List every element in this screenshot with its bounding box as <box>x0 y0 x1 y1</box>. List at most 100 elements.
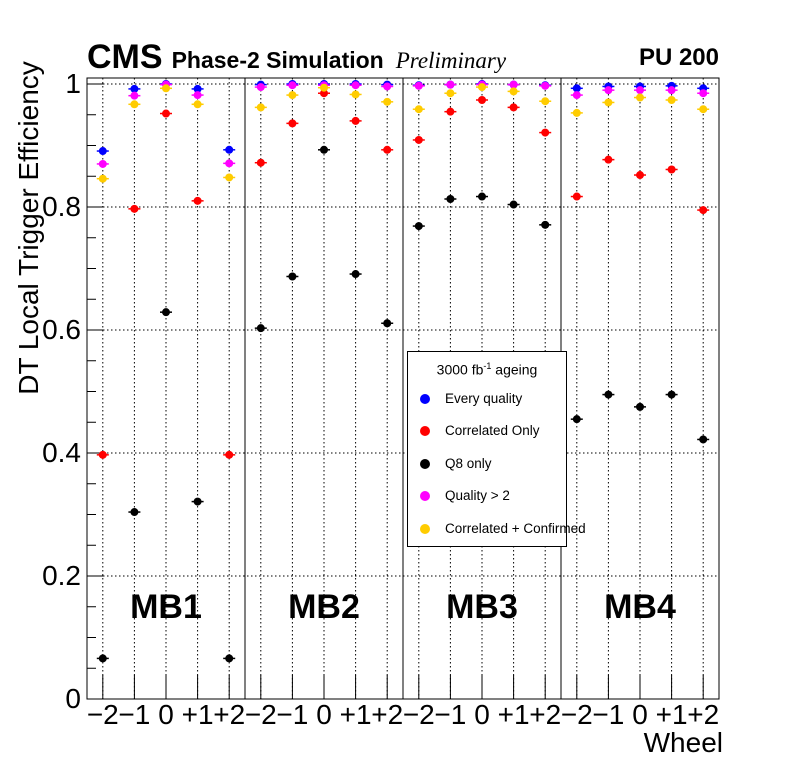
legend-entry: Correlated + Confirmed <box>408 521 586 537</box>
data-point <box>288 81 297 90</box>
legend-marker-icon <box>420 491 430 502</box>
x-tick-label: +2 <box>529 699 562 730</box>
x-tick-label: 0 <box>474 699 490 730</box>
data-point <box>256 158 265 167</box>
legend-entry: Correlated Only <box>408 423 566 439</box>
legend-entry-label: Correlated + Confirmed <box>445 520 586 536</box>
legend-entry-label: Q8 only <box>445 455 492 471</box>
data-point <box>572 91 581 100</box>
data-point <box>414 105 423 114</box>
y-tick-label: 0.8 <box>42 191 81 222</box>
legend-entry-label: Quality > 2 <box>445 488 510 504</box>
data-point <box>383 319 392 328</box>
legend-title-text: 3000 fb <box>436 361 484 378</box>
data-point <box>130 91 139 100</box>
data-point <box>162 84 170 93</box>
data-point <box>288 91 297 100</box>
legend-entry-label: Correlated Only <box>445 423 540 439</box>
x-tick-label: −1 <box>118 699 151 730</box>
legend-title: 3000 fb-1 ageing <box>408 361 566 378</box>
data-point <box>446 80 455 89</box>
x-tick-label: +1 <box>497 699 530 730</box>
data-point <box>636 93 644 102</box>
x-tick-label: +2 <box>687 699 720 730</box>
legend-entry: Every quality <box>408 391 566 407</box>
data-point <box>383 145 392 154</box>
x-tick-label: 0 <box>632 699 648 730</box>
data-point <box>98 159 107 168</box>
data-point <box>130 508 139 517</box>
data-point <box>699 105 708 114</box>
cms-label: CMS <box>87 38 163 76</box>
data-point <box>604 98 613 107</box>
x-tick-label: 0 <box>316 699 332 730</box>
legend-entry-label: Every quality <box>445 391 523 406</box>
data-point <box>446 107 455 116</box>
station-label-mb2: MB2 <box>288 588 360 626</box>
data-point <box>193 91 202 100</box>
data-point <box>193 196 202 205</box>
data-point <box>604 390 613 399</box>
data-point <box>225 654 234 663</box>
data-point <box>225 450 234 459</box>
data-point <box>446 195 455 204</box>
data-point <box>288 119 297 128</box>
data-point <box>667 95 676 104</box>
data-point <box>98 654 107 663</box>
plot-header: CMS Phase-2 Simulation Preliminary <box>87 38 506 77</box>
y-tick-label: 0.6 <box>42 314 81 345</box>
station-label-mb3: MB3 <box>446 588 518 626</box>
data-point <box>478 95 486 104</box>
data-point <box>225 173 234 182</box>
data-point <box>162 109 170 118</box>
data-point <box>98 450 107 459</box>
data-point <box>572 192 581 201</box>
data-point <box>320 89 328 98</box>
station-label-mb4: MB4 <box>604 588 676 626</box>
data-point <box>225 145 234 154</box>
data-point <box>383 82 392 91</box>
x-tick-label: −2 <box>560 699 593 730</box>
preliminary-label: Preliminary <box>395 48 507 73</box>
data-point <box>446 89 455 98</box>
data-point <box>699 89 708 98</box>
data-point <box>636 171 644 180</box>
phase2-simulation-label: Phase-2 Simulation <box>171 47 384 73</box>
x-tick-label: −2 <box>244 699 277 730</box>
legend-marker-icon <box>420 426 430 437</box>
x-axis-title: Wheel <box>643 727 723 758</box>
y-tick-label: 1 <box>65 68 81 99</box>
legend-entry: Q8 only <box>408 456 566 472</box>
data-point <box>414 135 423 144</box>
data-point <box>288 272 297 281</box>
x-tick-label: −2 <box>86 699 119 730</box>
data-point <box>572 84 581 93</box>
x-tick-label: +2 <box>371 699 404 730</box>
x-tick-label: −1 <box>276 699 309 730</box>
data-point <box>478 192 486 201</box>
station-label-mb1: MB1 <box>130 588 202 626</box>
legend-marker-icon <box>420 458 430 469</box>
y-tick-label: 0 <box>65 683 81 714</box>
data-point <box>572 108 581 117</box>
x-tick-label: +1 <box>339 699 372 730</box>
data-point <box>130 204 139 213</box>
data-point <box>256 324 265 333</box>
data-point <box>193 497 202 506</box>
y-tick-label: 0.4 <box>42 437 81 468</box>
data-point <box>351 81 360 90</box>
data-point <box>162 308 170 317</box>
data-point <box>256 103 265 112</box>
data-point <box>636 402 644 411</box>
data-point <box>414 81 423 90</box>
data-point <box>541 128 550 137</box>
legend-marker-icon <box>420 523 430 534</box>
x-tick-label: −1 <box>592 699 625 730</box>
data-point <box>604 86 613 95</box>
x-tick-label: −2 <box>402 699 435 730</box>
data-point <box>98 174 107 183</box>
x-tick-label: +1 <box>655 699 688 730</box>
data-point <box>636 86 644 95</box>
